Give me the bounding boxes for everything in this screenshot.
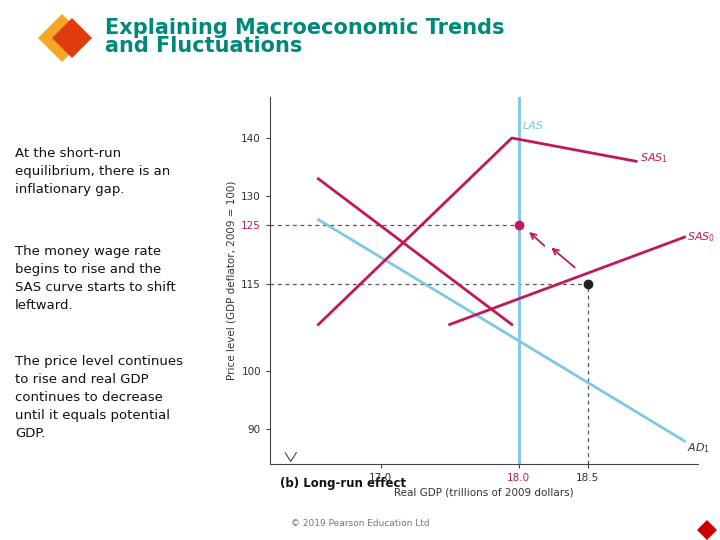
Text: The price level continues
to rise and real GDP
continues to decrease
until it eq: The price level continues to rise and re…	[15, 355, 183, 440]
Text: LAS: LAS	[523, 120, 544, 131]
Polygon shape	[52, 18, 92, 58]
Text: Explaining Macroeconomic Trends: Explaining Macroeconomic Trends	[105, 18, 505, 38]
Text: (b) Long-run effect: (b) Long-run effect	[280, 476, 406, 489]
Text: The money wage rate
begins to rise and the
SAS curve starts to shift
leftward.: The money wage rate begins to rise and t…	[15, 245, 176, 312]
X-axis label: Real GDP (trillions of 2009 dollars): Real GDP (trillions of 2009 dollars)	[395, 488, 574, 497]
Text: $SAS_0$: $SAS_0$	[688, 230, 716, 244]
Text: $SAS_1$: $SAS_1$	[640, 152, 668, 165]
Y-axis label: Price level (GDP deflator, 2009 = 100): Price level (GDP deflator, 2009 = 100)	[227, 181, 237, 381]
Text: At the short-run
equilibrium, there is an
inflationary gap.: At the short-run equilibrium, there is a…	[15, 147, 170, 196]
Polygon shape	[697, 520, 717, 540]
Text: $AD_1$: $AD_1$	[688, 441, 711, 455]
Polygon shape	[38, 14, 86, 62]
Text: © 2019 Pearson Education Ltd: © 2019 Pearson Education Ltd	[291, 518, 429, 528]
Text: and Fluctuations: and Fluctuations	[105, 36, 302, 56]
